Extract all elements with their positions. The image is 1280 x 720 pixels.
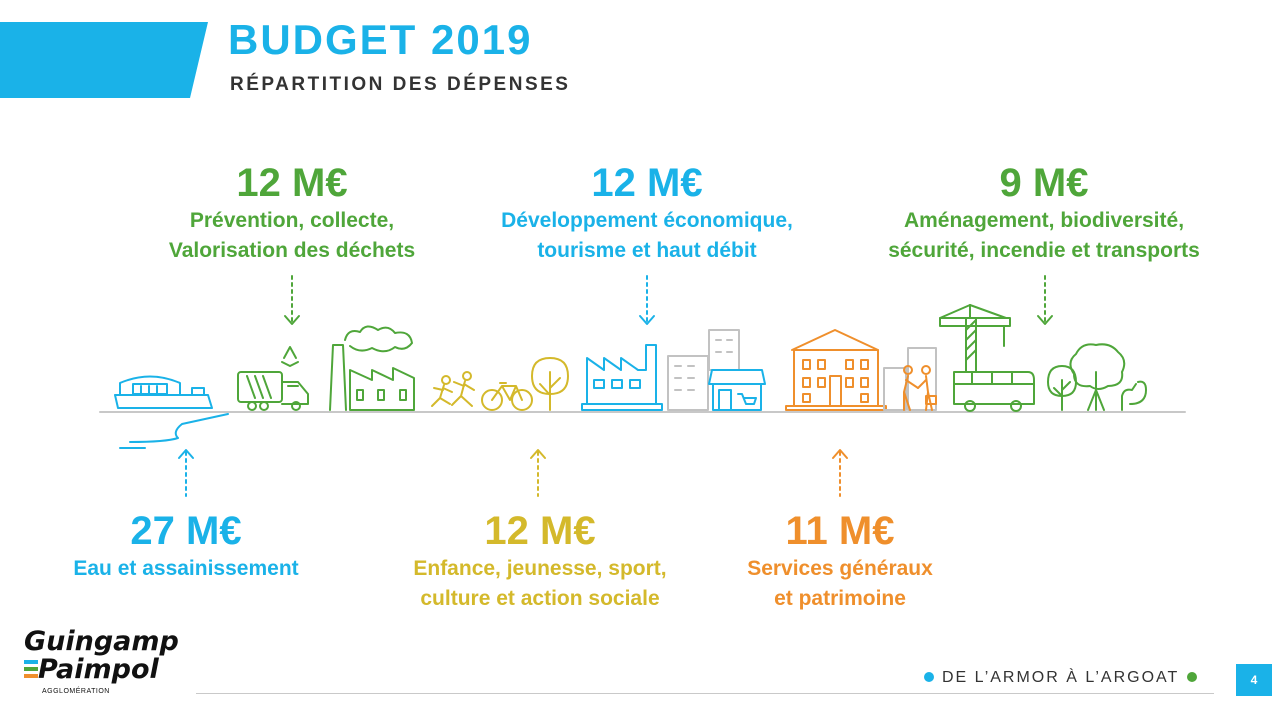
footer-divider xyxy=(196,693,1214,694)
amount-youth: 12 M€ xyxy=(484,509,596,553)
page-number: 4 xyxy=(1236,664,1272,696)
arrow-economy xyxy=(639,275,655,325)
spending-waste: 12 M€ Prévention, collecte, Valorisation… xyxy=(132,160,452,266)
label-services-1: Services généraux xyxy=(747,557,933,580)
spending-services: 11 M€ Services généraux et patrimoine xyxy=(710,508,970,614)
agglomeration-logo: Guingamp Paimpol AGGLOMÉRATION xyxy=(24,628,184,700)
footer-tagline-text: DE L’ARMOR À L’ARGOAT xyxy=(942,669,1180,686)
amount-planning: 9 M€ xyxy=(999,161,1089,205)
spending-planning: 9 M€ Aménagement, biodiversité, sécurité… xyxy=(862,160,1226,266)
amount-waste: 12 M€ xyxy=(236,161,348,205)
logo-bar-green xyxy=(24,667,38,671)
recycle-icon xyxy=(281,346,299,367)
spending-economy: 12 M€ Développement économique, tourisme… xyxy=(466,160,828,266)
tree-small-icon xyxy=(1047,365,1077,411)
garbage-truck-icon xyxy=(237,371,309,411)
arrow-planning xyxy=(1037,275,1053,325)
label-youth-1: Enfance, jeunesse, sport, xyxy=(413,557,667,580)
runners-icon xyxy=(431,371,475,407)
tree-large-icon xyxy=(1069,343,1126,411)
shop-icon xyxy=(708,369,766,411)
squirrel-icon xyxy=(1121,380,1147,411)
label-water-1: Eau et assainissement xyxy=(73,557,299,580)
footer-dot-left xyxy=(924,671,934,682)
logo-bars xyxy=(24,660,38,681)
crane-icon xyxy=(939,304,1011,373)
page-subtitle: RÉPARTITION DES DÉPENSES xyxy=(230,74,571,95)
arrow-waste xyxy=(284,275,300,325)
label-economy-2: tourisme et haut débit xyxy=(537,239,757,262)
page-title: BUDGET 2019 xyxy=(228,16,533,63)
arrow-water xyxy=(178,449,194,497)
label-youth-2: culture et action sociale xyxy=(420,587,660,610)
label-planning-2: sécurité, incendie et transports xyxy=(888,239,1200,262)
bicycle-icon xyxy=(481,382,533,411)
spending-water: 27 M€ Eau et assainissement xyxy=(36,508,336,584)
label-waste-1: Prévention, collecte, xyxy=(189,209,395,232)
logo-line-1: Guingamp xyxy=(24,626,179,657)
title-accent-band xyxy=(0,22,208,98)
factory-blue-icon xyxy=(581,344,663,411)
people-handshake-icon xyxy=(903,365,937,411)
amount-economy: 12 M€ xyxy=(591,161,703,205)
boat-icon xyxy=(114,375,213,409)
label-economy-1: Développement économique, xyxy=(501,209,793,232)
logo-line-2: Paimpol xyxy=(38,654,159,685)
footer-dot-right xyxy=(1187,671,1198,682)
logo-line-3: AGGLOMÉRATION xyxy=(42,688,110,695)
label-waste-2: Valorisation des déchets xyxy=(168,239,416,262)
tall-building-grey-icon xyxy=(883,347,937,411)
factory-green-icon xyxy=(329,325,415,411)
label-services-2: et patrimoine xyxy=(774,587,906,610)
amount-services: 11 M€ xyxy=(785,509,895,553)
bus-icon xyxy=(953,371,1035,412)
tree-yellow-icon xyxy=(531,357,569,411)
arrow-services xyxy=(832,449,848,497)
river-icon xyxy=(119,413,229,449)
arrow-youth xyxy=(530,449,546,497)
spending-youth: 12 M€ Enfance, jeunesse, sport, culture … xyxy=(380,508,700,614)
logo-bar-blue xyxy=(24,660,38,664)
footer-tagline: DE L’ARMOR À L’ARGOAT xyxy=(916,669,1205,687)
amount-water: 27 M€ xyxy=(130,509,242,553)
logo-bar-orange xyxy=(24,674,38,678)
label-planning-1: Aménagement, biodiversité, xyxy=(903,209,1185,232)
town-hall-icon xyxy=(785,329,887,411)
